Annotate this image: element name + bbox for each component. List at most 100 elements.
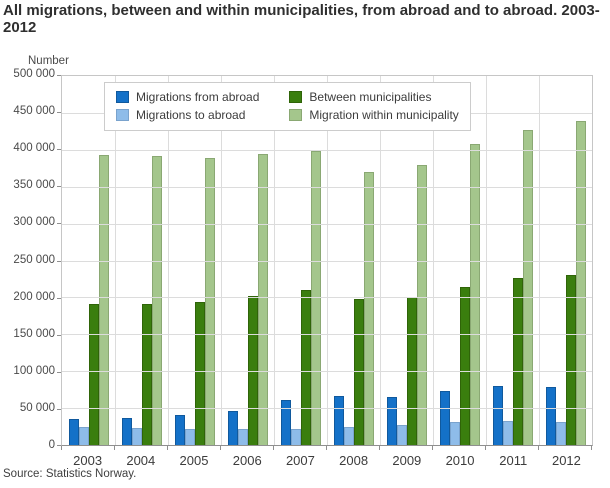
x-axis-tick bbox=[326, 446, 327, 450]
bar-group-2010 bbox=[433, 76, 486, 445]
y-axis-tick-label: 500 000 bbox=[13, 68, 55, 80]
legend: Migrations from abroad Migrations to abr… bbox=[104, 82, 471, 131]
bar-migration-within-municipality-2003 bbox=[98, 154, 109, 445]
x-axis-tick bbox=[61, 446, 62, 450]
vertical-gridline bbox=[380, 76, 381, 445]
bar-between-municipalities-2005 bbox=[194, 302, 205, 445]
bar-migrations-to-abroad-2003 bbox=[78, 426, 89, 445]
vertical-gridline bbox=[539, 76, 540, 445]
bar-migrations-from-abroad-2006 bbox=[227, 411, 238, 445]
source-note: Source: Statistics Norway. bbox=[3, 468, 137, 480]
bar-migration-within-municipality-2005 bbox=[204, 157, 215, 445]
y-axis-tick-label: 450 000 bbox=[13, 105, 55, 118]
bar-migrations-from-abroad-2007 bbox=[280, 399, 291, 445]
y-axis-tick bbox=[57, 408, 61, 410]
x-axis-tick-label: 2011 bbox=[499, 453, 528, 468]
bar-migrations-to-abroad-2006 bbox=[237, 428, 248, 445]
vertical-gridline bbox=[433, 76, 434, 445]
legend-item-migrations-to-abroad: Migrations to abroad bbox=[116, 108, 259, 122]
x-axis-tick bbox=[273, 446, 274, 450]
vertical-gridline bbox=[168, 76, 169, 445]
bar-group-2012 bbox=[539, 76, 592, 445]
y-axis-tick bbox=[57, 297, 61, 299]
bar-migrations-from-abroad-2005 bbox=[174, 415, 185, 445]
bar-migrations-from-abroad-2009 bbox=[386, 397, 397, 445]
x-axis-tick-label: 2009 bbox=[392, 453, 422, 468]
bar-between-municipalities-2007 bbox=[300, 289, 311, 445]
y-axis-tick-label: 400 000 bbox=[13, 142, 55, 155]
y-axis-tick bbox=[57, 334, 61, 336]
bar-migrations-from-abroad-2011 bbox=[492, 386, 503, 445]
x-axis-tick-label: 2012 bbox=[551, 453, 581, 468]
bar-migrations-from-abroad-2003 bbox=[68, 419, 79, 445]
y-axis-tick-label: 100 000 bbox=[13, 364, 55, 377]
bar-migrations-to-abroad-2004 bbox=[131, 427, 142, 445]
x-axis-tick bbox=[485, 446, 486, 450]
vertical-gridline bbox=[486, 76, 487, 445]
bar-migrations-to-abroad-2012 bbox=[555, 421, 566, 445]
legend-label: Migration within municipality bbox=[309, 108, 459, 122]
x-axis-tick-label: 2010 bbox=[445, 453, 475, 468]
vertical-gridline bbox=[115, 76, 116, 445]
bar-migration-within-municipality-2011 bbox=[522, 129, 533, 445]
bar-between-municipalities-2003 bbox=[88, 304, 99, 445]
bar-migrations-from-abroad-2012 bbox=[545, 387, 556, 445]
vertical-gridline bbox=[221, 76, 222, 445]
legend-item-between-municipalities: Between municipalities bbox=[289, 90, 458, 104]
y-axis-tick bbox=[57, 445, 61, 446]
bar-migrations-from-abroad-2010 bbox=[439, 390, 450, 445]
y-axis-tick bbox=[57, 371, 61, 373]
x-axis-tick bbox=[432, 446, 433, 450]
x-axis-tick-label: 2003 bbox=[73, 453, 103, 468]
x-axis-tick bbox=[220, 446, 221, 450]
bar-between-municipalities-2012 bbox=[565, 275, 576, 445]
bar-migration-within-municipality-2006 bbox=[257, 153, 268, 445]
bar-migrations-to-abroad-2010 bbox=[449, 421, 460, 445]
legend-item-migration-within-municipality: Migration within municipality bbox=[289, 108, 459, 122]
bar-migrations-to-abroad-2011 bbox=[502, 421, 513, 445]
bar-group-2003 bbox=[62, 76, 115, 445]
y-axis-tick bbox=[57, 149, 61, 151]
y-axis-tick-label: 300 000 bbox=[13, 216, 55, 229]
bar-migration-within-municipality-2010 bbox=[469, 143, 480, 445]
x-axis-tick-label: 2008 bbox=[339, 453, 369, 468]
y-axis-tick-label: 200 000 bbox=[13, 290, 55, 303]
y-axis-tick bbox=[57, 75, 61, 76]
bar-migration-within-municipality-2008 bbox=[363, 172, 374, 445]
bar-migrations-from-abroad-2008 bbox=[333, 395, 344, 445]
y-axis-tick bbox=[57, 223, 61, 225]
x-axis-tick-label: 2005 bbox=[179, 453, 209, 468]
bar-migration-within-municipality-2012 bbox=[575, 121, 586, 445]
x-axis-tick-label: 2007 bbox=[285, 453, 315, 468]
plot-area: Migrations from abroad Migrations to abr… bbox=[61, 75, 593, 450]
chart-title: All migrations, between and within munic… bbox=[3, 2, 600, 37]
x-axis-tick bbox=[538, 446, 539, 450]
bar-group-2011 bbox=[486, 76, 539, 445]
y-axis-tick-label: 50 000 bbox=[19, 401, 55, 414]
chart-area: Migrations from abroad Migrations to abr… bbox=[0, 68, 610, 480]
legend-item-migrations-from-abroad: Migrations from abroad bbox=[116, 90, 259, 104]
x-axis-tick bbox=[379, 446, 380, 450]
bar-between-municipalities-2004 bbox=[141, 304, 152, 445]
bar-group-2005 bbox=[168, 76, 221, 445]
legend-label: Migrations from abroad bbox=[136, 90, 260, 104]
y-axis-tick-label: 250 000 bbox=[13, 253, 55, 266]
y-axis-title: Number bbox=[28, 55, 69, 67]
y-axis-tick bbox=[57, 186, 61, 188]
legend-swatch-migrations-to-abroad bbox=[116, 109, 129, 121]
x-axis-labels: 2003 2004 2005 2006 2007 2008 2009 2010 2011 2012 bbox=[61, 453, 593, 468]
bar-migrations-to-abroad-2007 bbox=[290, 428, 301, 445]
x-axis-tick bbox=[591, 446, 592, 450]
vertical-gridline bbox=[274, 76, 275, 445]
legend-label: Between municipalities bbox=[309, 90, 432, 104]
bar-migrations-to-abroad-2008 bbox=[343, 427, 354, 445]
bar-migrations-to-abroad-2005 bbox=[184, 429, 195, 445]
bar-migration-within-municipality-2004 bbox=[151, 155, 162, 445]
x-axis-tick bbox=[167, 446, 168, 450]
x-axis-tick-label: 2006 bbox=[232, 453, 262, 468]
bar-between-municipalities-2006 bbox=[247, 296, 258, 445]
x-axis-tick bbox=[114, 446, 115, 450]
y-axis-tick bbox=[57, 112, 61, 114]
bar-migrations-to-abroad-2009 bbox=[396, 425, 407, 445]
